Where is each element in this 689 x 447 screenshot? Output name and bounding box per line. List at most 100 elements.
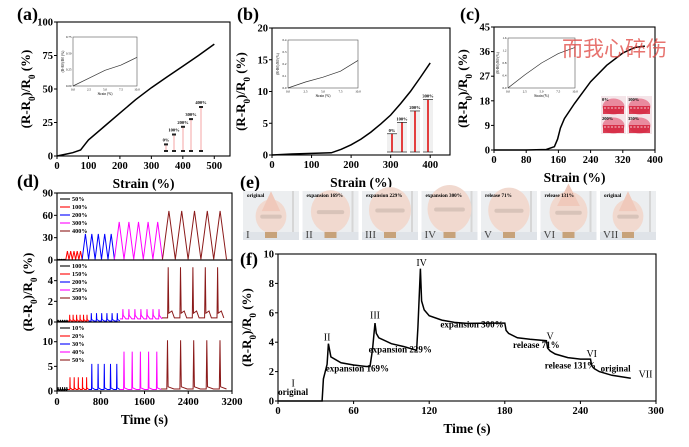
marker-top: [172, 133, 176, 136]
x-tick-label: 100: [304, 160, 320, 171]
sensor-strip: [617, 214, 639, 219]
legend-label: 40%: [72, 349, 84, 356]
stage-roman-label: II: [324, 333, 331, 344]
y-axis-label: (R-R0)/R0 (%): [233, 52, 252, 131]
y-tick-label: 0: [48, 256, 53, 267]
stage-text-label: release 71%: [513, 340, 560, 350]
watermark: 而我心碎伤: [562, 37, 667, 61]
balloon-holder: [265, 232, 277, 238]
y-tick-label: 0: [263, 151, 268, 162]
marker-label: 0%: [389, 128, 396, 133]
x-tick-label: 200: [112, 161, 128, 172]
y-axis-label: (R-R0)/R0 (%): [20, 253, 39, 332]
inset-x-tick-label: 2.5: [304, 90, 308, 94]
inset-x-tick-label: 10.0: [355, 90, 361, 94]
y-axis-label: (R-R0)/R0 (%): [455, 49, 474, 128]
x-tick-label: 400: [422, 160, 438, 171]
series-line: [113, 221, 163, 260]
x-tick-label: 300: [383, 160, 399, 171]
legend-label: 300%: [72, 295, 87, 302]
balloon-photo: 200%: [601, 115, 626, 134]
balloon-photo: 0%: [601, 96, 626, 115]
photo-frame-edge: [530, 191, 532, 240]
series-line: [119, 309, 163, 320]
marker-label: 400%: [195, 100, 207, 105]
y-tick-label: 5: [48, 362, 53, 373]
x-tick-label: 100: [81, 161, 97, 172]
photo-number: III: [365, 229, 376, 241]
photo-label: 200%: [602, 116, 614, 121]
inset-x-axis-label: Strain (%): [534, 94, 550, 98]
inset-x-tick-label: 10.0: [134, 88, 140, 92]
marker-top: [199, 106, 203, 108]
photo-caption: original: [604, 193, 622, 199]
panel-label-a: (a): [17, 4, 38, 25]
stage-roman-label: VII: [639, 369, 653, 380]
sensor-strip: [260, 214, 282, 219]
panel-label-c: (c): [460, 4, 480, 25]
strain-photo-marker: 300%: [422, 94, 434, 153]
y-tick-label: 30: [43, 233, 54, 244]
series-line: [81, 233, 115, 260]
photo-caption: expansion 300%: [426, 193, 462, 199]
strain-photo-marker: 100%: [168, 128, 180, 152]
strain-photo-marker: 100%: [396, 116, 408, 153]
y-tick-label: 10: [264, 250, 275, 261]
x-tick-label: 800: [93, 397, 109, 408]
y-tick-label: 25: [43, 118, 54, 129]
strain-photo-marker: 400%: [195, 100, 207, 152]
x-axis-label: Strain (%): [113, 176, 175, 191]
inset-y-tick-label: 0.4: [283, 38, 287, 42]
balloon-holder: [503, 232, 515, 238]
x-tick-label: 320: [615, 155, 631, 166]
stage-annotation: VII original: [601, 364, 653, 381]
inset-x-tick-label: 0.0: [506, 90, 510, 94]
legend-label: 10%: [72, 325, 84, 332]
marker-label: 300%: [422, 94, 434, 99]
balloon-photo-vi: release 131% VI: [540, 183, 597, 241]
y-tick-label: 2: [269, 367, 274, 378]
series-line: [65, 251, 83, 260]
series-line: [162, 267, 225, 319]
photo-frame-edge: [470, 191, 473, 240]
balloon-photo-v: release 71% V: [481, 187, 537, 241]
balloon-holder: [324, 232, 337, 238]
panel-label-b: (b): [237, 4, 259, 25]
x-tick-label: 0: [275, 406, 280, 417]
x-tick-label: 2400: [178, 397, 199, 408]
x-tick-label: 240: [573, 406, 589, 417]
inset-y-tick-label: 0.0: [503, 86, 507, 90]
inset-x-tick-label: 5.0: [540, 90, 544, 94]
plot-frame: [493, 26, 656, 151]
y-axis-label: (R-R0)/R0 (%): [18, 50, 37, 129]
series-line: [160, 340, 227, 390]
x-tick-label: 400: [175, 161, 191, 172]
chart-b: 0 100 200 300 400 0 5 10 15 20 Strain (%) (R-R0)/R0…: [233, 24, 451, 190]
x-tick-label: 500: [206, 161, 222, 172]
inset-x-tick-label: 0.0: [71, 88, 75, 92]
y-tick-label: 27: [480, 72, 491, 83]
balloon-photo-vii: original VII: [600, 191, 656, 241]
marker-label: 0%: [163, 137, 170, 142]
stage-roman-label: VI: [586, 349, 597, 360]
stage-text-label: original: [278, 387, 309, 397]
stage-roman-label: IV: [416, 258, 427, 269]
photo-frame-edge: [351, 191, 354, 240]
inset-y-tick-label: 0.3: [283, 50, 287, 54]
inset-x-tick-label: 7.5: [119, 88, 123, 92]
y-tick-label: 45: [480, 23, 491, 34]
inset-x-tick-label: 0.0: [286, 90, 290, 94]
photo-frame-edge: [589, 191, 592, 240]
data-line: [56, 43, 215, 157]
marker-label: 100%: [168, 128, 180, 133]
x-axis-label: Strain (%): [544, 170, 606, 185]
inset-y-tick-label: 1.2: [503, 49, 507, 53]
series-line: [57, 387, 69, 391]
x-tick-label: 300: [143, 161, 159, 172]
x-tick-label: 200: [343, 160, 359, 171]
y-tick-label: 50: [43, 85, 54, 96]
marker-bottom: [172, 150, 176, 152]
photo-number: II: [306, 229, 314, 241]
